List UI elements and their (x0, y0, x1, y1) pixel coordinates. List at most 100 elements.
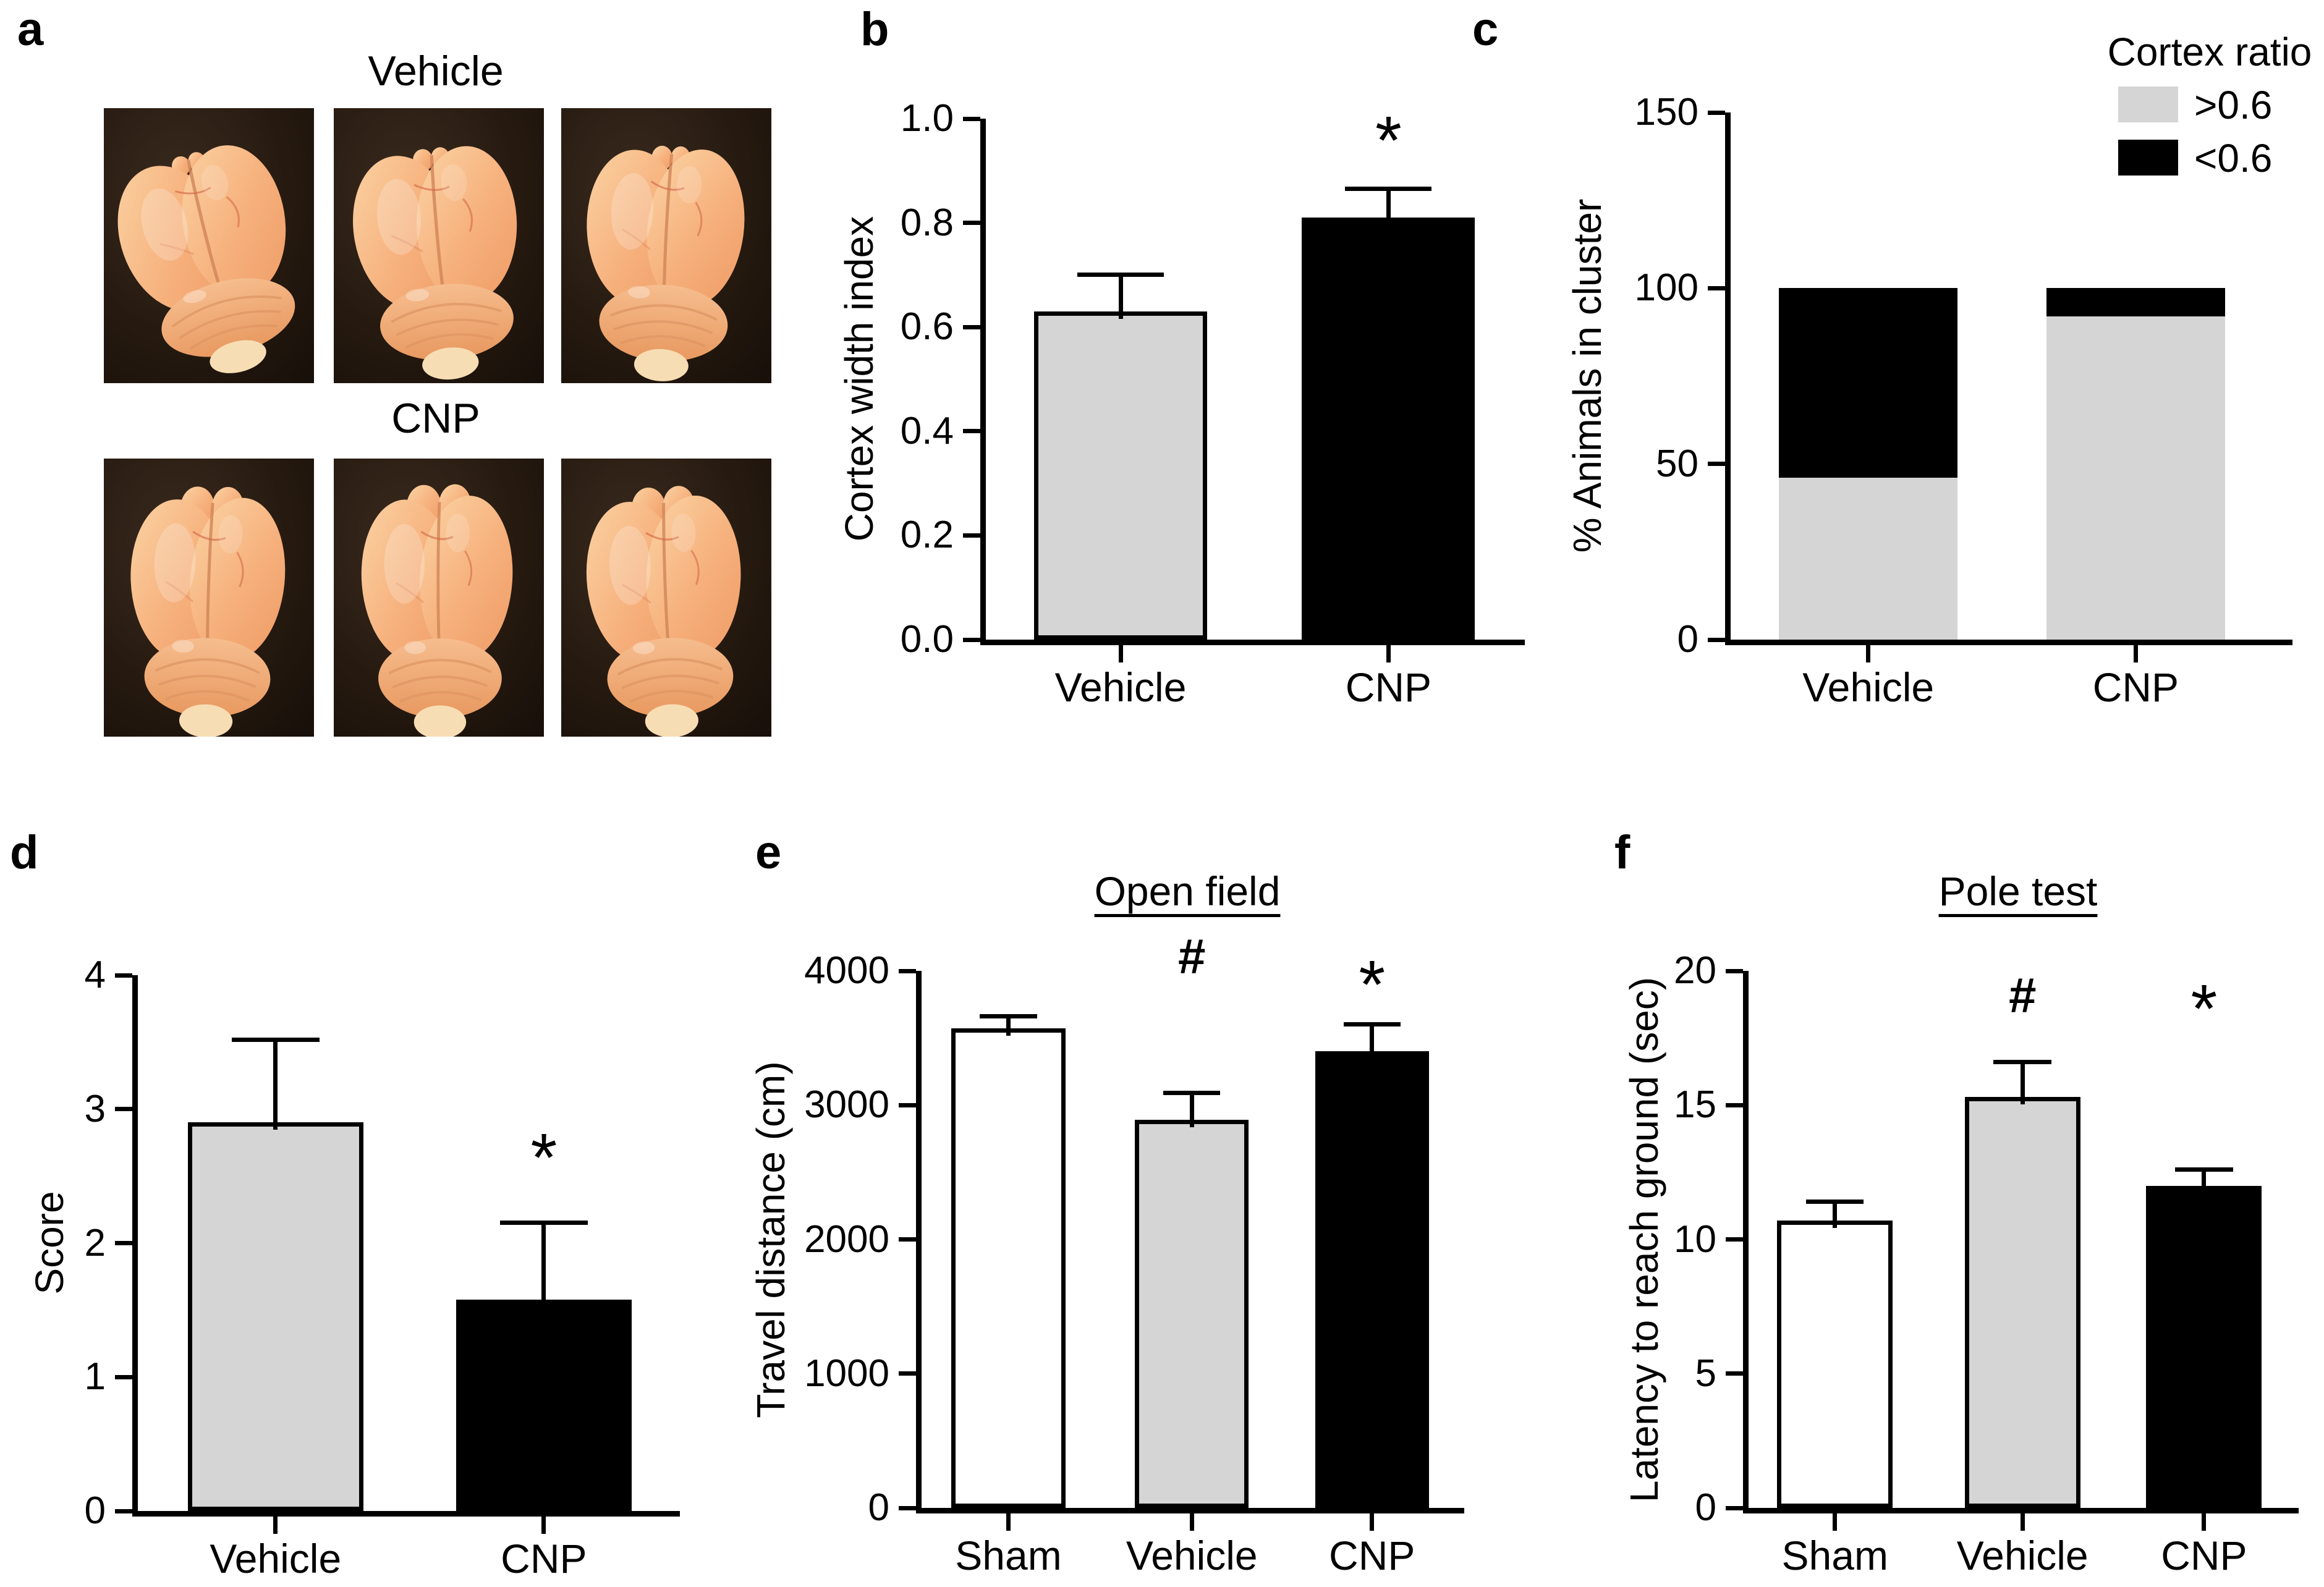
brain-photo-cnp-2 (334, 459, 544, 737)
stacked-segment (1779, 478, 1958, 640)
chart-open-field: 0 1000 2000 3000 4000 Sham Vehicle # CNP * (804, 932, 1464, 1576)
error-bar-stem (1386, 188, 1391, 226)
y-tick (963, 116, 980, 121)
significance-asterisk: * (530, 1120, 558, 1196)
error-bar-cap (1345, 187, 1432, 192)
error-bar-stem (1118, 274, 1123, 319)
y-tick-label: 5 (1695, 1352, 1716, 1395)
y-tick (899, 1371, 916, 1376)
brain-photo-vehicle-1 (104, 108, 314, 383)
x-tick (1833, 1513, 1838, 1531)
brain-photo-svg (104, 108, 314, 383)
y-tick (899, 1505, 916, 1510)
bar-sham (1777, 1221, 1893, 1508)
y-tick (963, 324, 980, 329)
y-axis-title-cortex-width-index: Cortex width index (837, 216, 881, 542)
y-axis-title-animals-in-cluster: % Animals in cluster (1565, 198, 1609, 553)
significance-hash: # (2008, 968, 2037, 1023)
panel-letter-d: d (10, 826, 39, 879)
legend-label-lt06: <0.6 (2194, 136, 2273, 180)
y-tick-label: 20 (1674, 949, 1716, 992)
x-category-label: CNP (1329, 1533, 1415, 1578)
x-tick (1370, 1513, 1375, 1531)
y-tick (1726, 1237, 1743, 1242)
bar-cnp (456, 1299, 632, 1511)
group-title-vehicle: Vehicle (368, 48, 504, 95)
bar-vehicle (1964, 1097, 2080, 1508)
bar-cnp (1315, 1051, 1429, 1508)
error-bar-cap (1993, 1060, 2051, 1065)
brain-photo-svg (561, 459, 771, 737)
y-tick-label: 50 (1656, 442, 1698, 485)
y-tick-label: 15 (1674, 1083, 1716, 1127)
panel-letter-f: f (1614, 826, 1631, 879)
y-tick (1726, 1505, 1743, 1510)
error-bar-cap (2175, 1167, 2233, 1172)
x-category-label: Vehicle (1802, 664, 1935, 710)
panel-letter-c: c (1472, 3, 1499, 56)
x-tick (1006, 1513, 1011, 1531)
y-tick-label: 0.6 (900, 305, 954, 349)
x-category-label: Vehicle (1054, 664, 1187, 710)
y-tick-label: 2 (84, 1221, 106, 1264)
x-category-label: CNP (501, 1536, 587, 1581)
chart-title-open-field: Open field (1094, 868, 1281, 914)
y-tick (115, 1241, 132, 1245)
x-tick (2133, 645, 2138, 662)
panel-letter-a: a (17, 3, 44, 56)
y-tick-label: 1.0 (900, 97, 954, 140)
y-tick (1708, 110, 1725, 115)
x-category-label: Vehicle (1956, 1533, 2089, 1578)
stacked-segment (2046, 316, 2225, 640)
y-tick (1708, 286, 1725, 290)
error-bar-stem (273, 1039, 278, 1130)
x-tick (1118, 645, 1123, 662)
x-category-label: Vehicle (210, 1536, 342, 1581)
brain-photo-svg (334, 108, 544, 383)
x-tick (1866, 645, 1871, 662)
y-tick-label: 0 (84, 1489, 106, 1532)
y-tick (963, 429, 980, 434)
error-bar-stem (2202, 1169, 2207, 1193)
legend-swatch-black (2118, 140, 2178, 176)
chart-pole-test: 0 5 10 15 20 Sham Vehicle # CNP * (1674, 952, 2299, 1576)
error-bar-stem (2020, 1062, 2025, 1105)
panel-letter-e: e (755, 826, 782, 879)
legend-swatch-gray (2118, 87, 2178, 122)
x-category-label: Vehicle (1126, 1533, 1258, 1578)
y-tick-label: 0 (868, 1486, 889, 1529)
error-bar-cap (231, 1037, 320, 1042)
x-category-label: CNP (2161, 1533, 2247, 1578)
y-tick (1726, 1102, 1743, 1107)
y-tick-label: 0 (1695, 1486, 1716, 1529)
y-tick-label: 1 (84, 1355, 106, 1399)
y-tick (115, 973, 132, 978)
y-tick (1708, 637, 1725, 642)
group-title-cnp: CNP (391, 395, 480, 442)
y-tick (899, 1237, 916, 1242)
brain-photo-vehicle-2 (334, 108, 544, 383)
y-tick-label: 0.8 (900, 201, 954, 244)
y-tick (963, 221, 980, 226)
y-tick-label: 3000 (804, 1083, 889, 1127)
chart-animals-in-cluster: 0 50 100 150 Vehicle CNP (1635, 93, 2292, 708)
significance-asterisk: * (2190, 971, 2218, 1047)
y-tick (899, 1102, 916, 1107)
error-bar-cap (499, 1221, 588, 1225)
y-tick-label: 1000 (804, 1352, 889, 1395)
y-tick-label: 10 (1674, 1217, 1716, 1261)
y-tick (963, 637, 980, 642)
y-tick-label: 4000 (804, 949, 889, 992)
error-bar-stem (1189, 1093, 1194, 1128)
error-bar-stem (1006, 1016, 1011, 1036)
stacked-segment (2046, 288, 2225, 316)
error-bar-cap (1163, 1091, 1221, 1096)
chart-score: 0 1 2 3 4 Vehicle CNP * (85, 956, 680, 1579)
y-tick-label: 0.4 (900, 409, 954, 452)
y-tick-label: 0.0 (900, 618, 954, 661)
y-tick-label: 150 (1634, 91, 1698, 133)
brain-photo-vehicle-3 (561, 108, 771, 383)
error-bar-stem (1833, 1201, 1838, 1229)
bar-vehicle (1034, 311, 1207, 640)
